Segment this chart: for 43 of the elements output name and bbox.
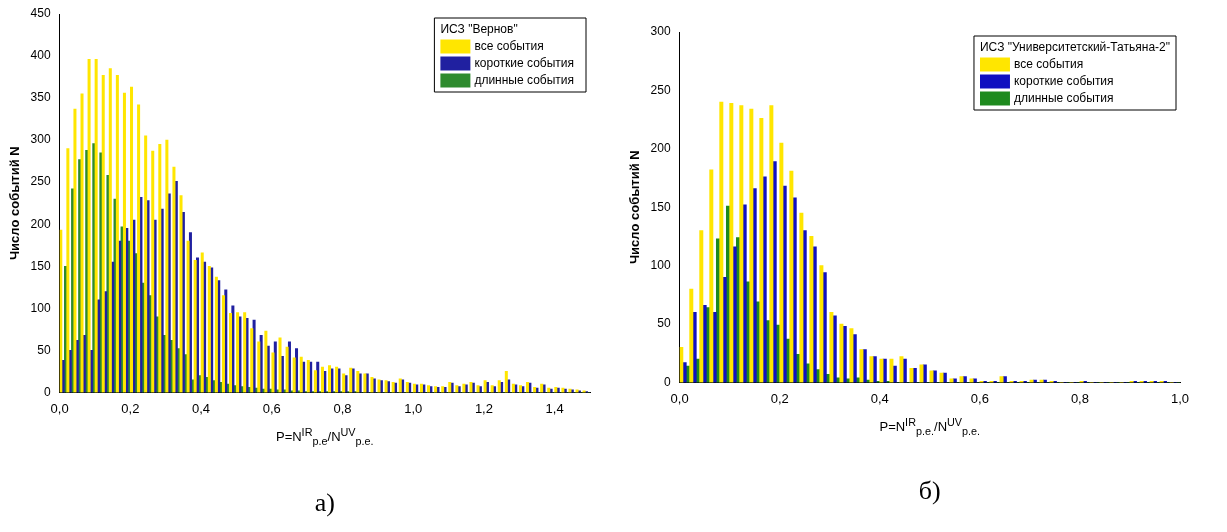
x-tick-label: 0,0 xyxy=(670,390,689,406)
y-tick-label: 300 xyxy=(650,24,671,39)
y-tick-label: 0 xyxy=(663,374,671,389)
legend-title: ИСЗ "Университетский-Татьяна-2" xyxy=(979,39,1170,54)
x-tick-label: 0,2 xyxy=(121,400,140,416)
x-tick-label: 0,0 xyxy=(50,400,69,416)
y-tick-label: 150 xyxy=(650,199,671,214)
y-tick-label: 400 xyxy=(30,48,51,63)
text: a) xyxy=(314,488,335,518)
legend-label: длинные события xyxy=(474,72,575,87)
x-tick-label: 1,0 xyxy=(1170,390,1190,406)
legend-title: ИСЗ "Вернов" xyxy=(440,21,518,36)
y-tick-label: 200 xyxy=(650,141,671,156)
y-axis-title: Число событий N xyxy=(627,150,643,265)
legend-label: длинные события xyxy=(1013,90,1114,105)
x-tick-label: 0,6 xyxy=(970,390,989,406)
x-tick-label: 0,8 xyxy=(333,400,352,416)
text: б) xyxy=(918,476,941,506)
y-tick-label: 450 xyxy=(30,6,51,21)
y-axis-title: Число событий N xyxy=(7,146,23,261)
x-tick-label: 0,4 xyxy=(192,400,211,416)
y-tick-label: 250 xyxy=(650,82,671,97)
y-tick-label: 100 xyxy=(30,300,51,315)
x-tick-label: 0,8 xyxy=(1070,390,1089,406)
x-tick-label: 0,4 xyxy=(870,390,889,406)
y-tick-label: 0 xyxy=(43,384,51,399)
y-tick-label: 300 xyxy=(30,132,51,147)
legend-label: все события xyxy=(1013,56,1084,71)
x-tick-label: 1,4 xyxy=(545,400,564,416)
x-tick-label: 1,0 xyxy=(404,400,423,416)
legend-label: все события xyxy=(474,38,544,53)
y-tick-label: 350 xyxy=(30,90,51,105)
y-tick-label: 100 xyxy=(650,257,671,272)
y-tick-label: 50 xyxy=(657,316,671,331)
legend-label: короткие события xyxy=(1013,73,1114,88)
y-tick-label: 250 xyxy=(30,174,51,189)
x-tick-label: 0,6 xyxy=(262,400,281,416)
x-tick-label: 1,2 xyxy=(474,400,493,416)
y-tick-label: 200 xyxy=(30,216,51,231)
y-tick-label: 50 xyxy=(37,342,51,357)
y-tick-label: 150 xyxy=(30,258,51,273)
legend-label: короткие события xyxy=(474,55,575,70)
x-tick-label: 0,2 xyxy=(770,390,789,406)
